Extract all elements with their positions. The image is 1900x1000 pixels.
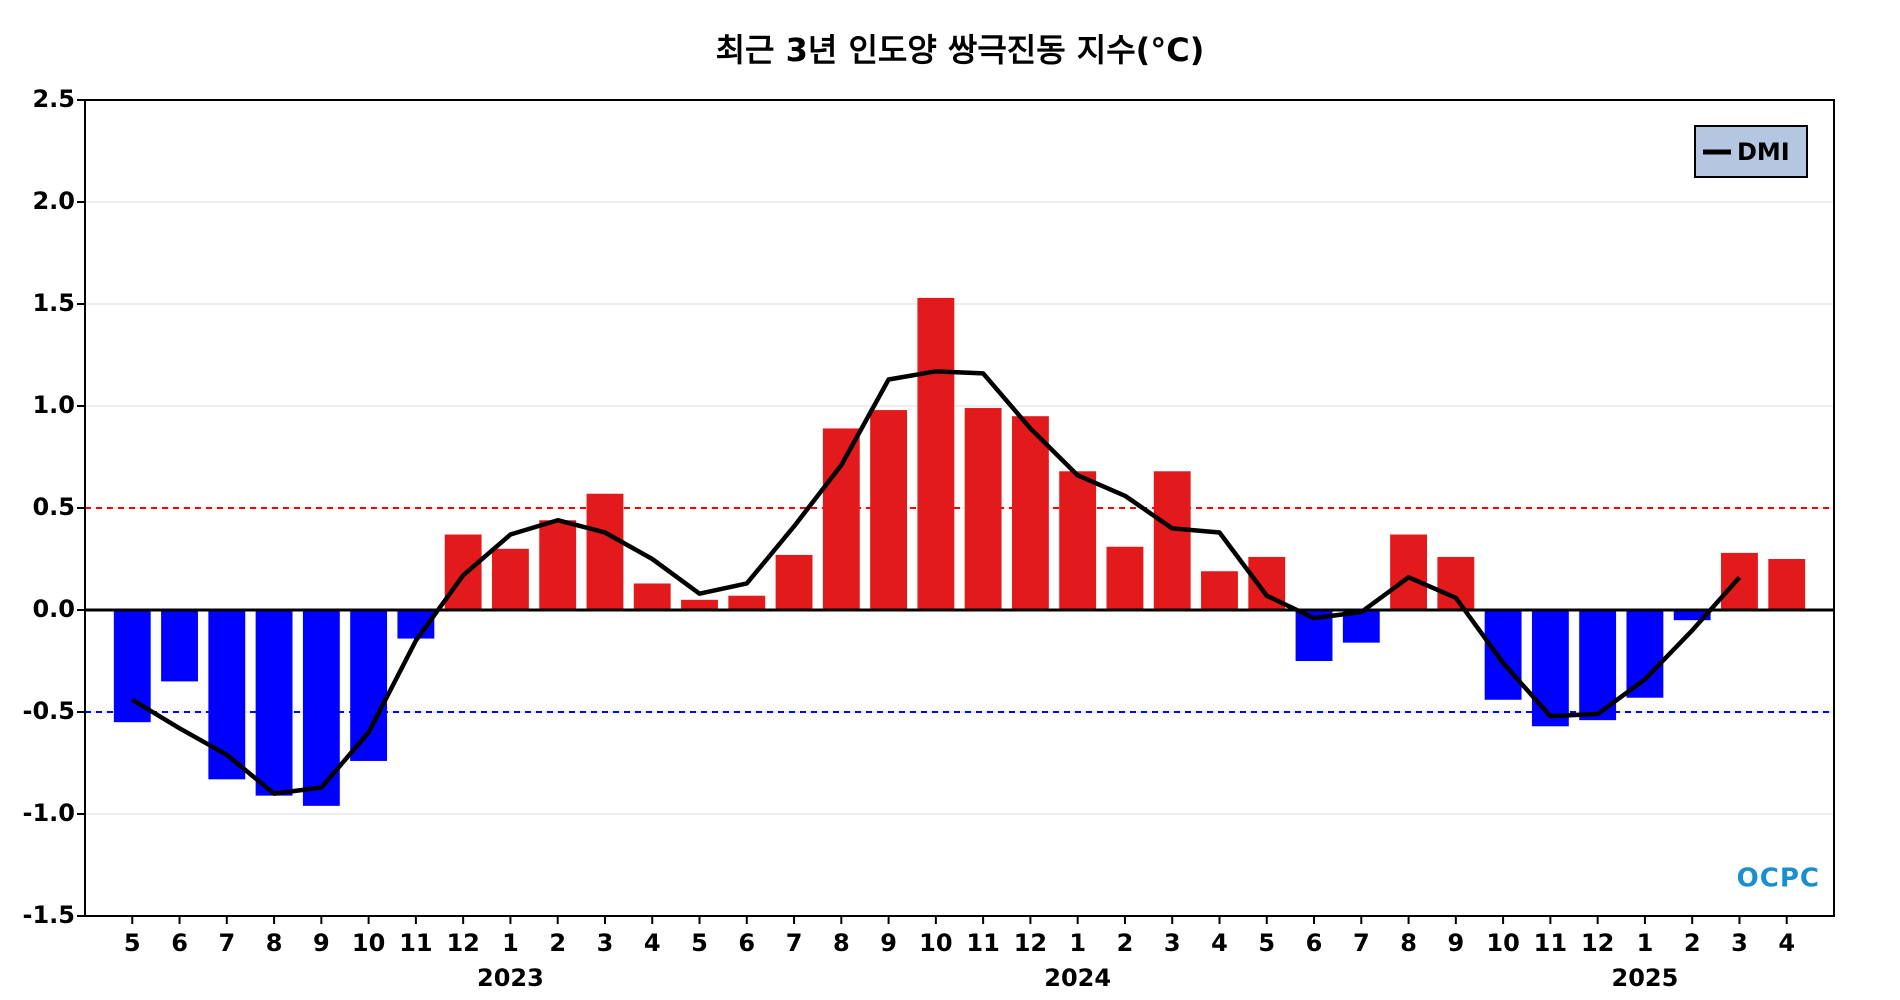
y-tick-label: 2.0 <box>32 187 75 215</box>
x-tick-label: 11 <box>966 929 999 957</box>
y-tick-label: -1.0 <box>23 799 75 827</box>
year-label: 2025 <box>1612 964 1679 992</box>
x-tick-label: 5 <box>1258 929 1275 957</box>
bar <box>208 610 246 780</box>
bar <box>1531 610 1569 727</box>
x-tick-label: 9 <box>313 929 330 957</box>
bar <box>255 610 293 796</box>
bar <box>491 548 529 610</box>
x-tick-label: 4 <box>1211 929 1228 957</box>
x-tick-label: 9 <box>880 929 897 957</box>
bar <box>917 297 955 610</box>
x-tick-label: 1 <box>1069 929 1086 957</box>
x-tick-label: 3 <box>597 929 614 957</box>
x-tick-label: 8 <box>1400 929 1417 957</box>
bar <box>1201 571 1238 610</box>
bar <box>728 595 766 610</box>
x-tick-label: 7 <box>218 929 235 957</box>
x-tick-label: 10 <box>919 929 952 957</box>
y-tick-label: 1.5 <box>32 289 75 317</box>
x-tick-label: 10 <box>1486 929 1519 957</box>
year-label: 2023 <box>477 964 544 992</box>
bar <box>1153 471 1191 610</box>
bar <box>1437 556 1475 610</box>
x-tick-label: 2 <box>549 929 566 957</box>
x-tick-label: 12 <box>1581 929 1614 957</box>
x-tick-label: 7 <box>1353 929 1370 957</box>
bar <box>1059 471 1097 610</box>
bar <box>1768 559 1806 610</box>
bar <box>1626 610 1664 698</box>
x-tick-label: 8 <box>266 929 283 957</box>
bar <box>161 610 198 682</box>
bar <box>870 410 908 610</box>
x-tick-label: 10 <box>352 929 385 957</box>
bar <box>302 610 340 806</box>
y-tick-label: 2.5 <box>32 85 75 113</box>
bar <box>1579 610 1617 721</box>
plot-frame <box>84 99 1835 917</box>
dmi-line <box>131 369 1742 796</box>
bar <box>113 610 151 723</box>
y-tick-label: 1.0 <box>32 391 75 419</box>
legend-label: DMI <box>1737 138 1790 166</box>
bar <box>1106 546 1144 610</box>
bar <box>633 583 671 610</box>
x-tick-label: 4 <box>1778 929 1795 957</box>
x-tick-label: 12 <box>446 929 479 957</box>
x-tick-label: 11 <box>1534 929 1567 957</box>
x-tick-label: 12 <box>1014 929 1047 957</box>
x-tick-label: 11 <box>399 929 432 957</box>
bar <box>586 493 624 610</box>
bar <box>444 534 482 610</box>
bar <box>822 428 860 610</box>
bar <box>775 554 813 610</box>
bar <box>1011 416 1049 610</box>
x-tick-label: 7 <box>786 929 803 957</box>
x-tick-label: 9 <box>1447 929 1464 957</box>
bar <box>1390 534 1428 610</box>
bar <box>539 520 577 610</box>
watermark: OCPC <box>1737 864 1820 894</box>
x-tick-label: 5 <box>124 929 141 957</box>
x-tick-label: 3 <box>1731 929 1748 957</box>
bar <box>681 599 718 610</box>
x-tick-label: 8 <box>833 929 850 957</box>
x-tick-label: 1 <box>502 929 519 957</box>
y-tick-label: 0.0 <box>32 595 75 623</box>
x-tick-label: 1 <box>1637 929 1654 957</box>
y-tick-label: 0.5 <box>32 493 75 521</box>
x-tick-label: 4 <box>644 929 661 957</box>
x-tick-label: 6 <box>171 929 188 957</box>
bar <box>964 408 1002 610</box>
bar <box>350 610 388 761</box>
x-tick-label: 2 <box>1117 929 1134 957</box>
bar <box>1484 610 1522 700</box>
chart-title: 최근 3년 인도양 쌍극진동 지수(°C) <box>716 31 1205 69</box>
bar <box>1673 610 1711 621</box>
x-tick-label: 2 <box>1684 929 1701 957</box>
x-tick-label: 6 <box>738 929 755 957</box>
x-tick-label: 6 <box>1306 929 1323 957</box>
x-tick-label: 5 <box>691 929 708 957</box>
x-tick-label: 3 <box>1164 929 1181 957</box>
year-label: 2024 <box>1044 964 1111 992</box>
y-tick-label: -0.5 <box>23 697 75 725</box>
y-tick-label: -1.5 <box>23 901 75 929</box>
bar <box>1721 552 1758 610</box>
